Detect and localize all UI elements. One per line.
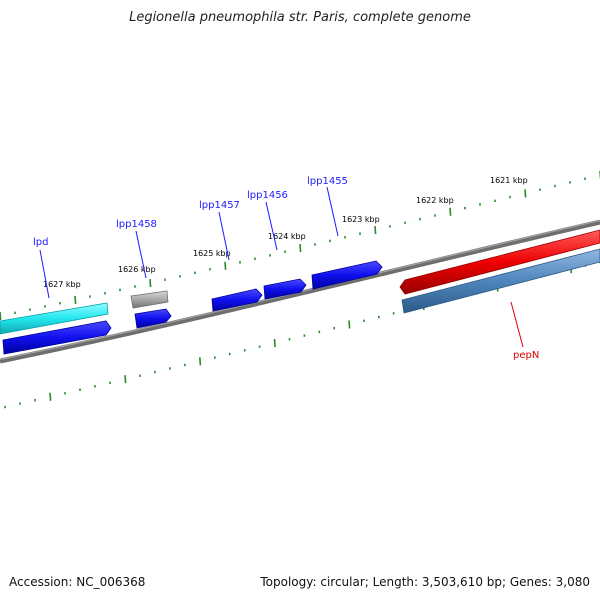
major-tick xyxy=(49,392,52,401)
tick-label-1621: 1621 kbp xyxy=(490,176,528,185)
gene-lpd-arrow[interactable] xyxy=(2,320,112,355)
gene-lpp1456-arrow[interactable] xyxy=(263,278,307,300)
gene-label-lpp1456[interactable]: lpp1456 xyxy=(247,190,288,201)
gene-lpp1455-arrow[interactable] xyxy=(311,260,383,290)
genome-backbone xyxy=(0,219,600,364)
leader-line-pepN xyxy=(510,301,524,348)
tick-label-1623: 1623 kbp xyxy=(342,215,380,224)
major-tick xyxy=(199,357,202,366)
gene-lpp1457-arrow[interactable] xyxy=(211,288,263,312)
genome-summary: Topology: circular; Length: 3,503,610 bp… xyxy=(260,575,590,589)
map-title: Legionella pneumophila str. Paris, compl… xyxy=(129,10,471,25)
accession-label: Accession: xyxy=(9,575,73,589)
major-tick xyxy=(74,295,77,304)
gene-cyan-forward[interactable] xyxy=(0,302,109,335)
major-tick xyxy=(124,375,127,384)
gene-steelblue-reverse[interactable] xyxy=(401,248,600,314)
accession-footer: Accession: NC_006368 xyxy=(9,575,145,589)
gene-pepN-arrow[interactable] xyxy=(399,229,600,295)
major-tick xyxy=(449,207,452,216)
gene-label-lpp1455[interactable]: lpp1455 xyxy=(307,176,348,187)
major-tick xyxy=(299,244,302,253)
tick-label-1622: 1622 kbp xyxy=(416,196,454,205)
leader-line-lpp1456 xyxy=(265,201,278,251)
tick-label-1624: 1624 kbp xyxy=(268,232,306,241)
gene-grey-forward[interactable] xyxy=(130,290,169,309)
major-tick xyxy=(374,226,377,235)
gene-label-pepN[interactable]: pepN xyxy=(513,350,539,361)
leader-line-lpd xyxy=(39,249,50,299)
gene-label-lpp1457[interactable]: lpp1457 xyxy=(199,200,240,211)
gene-label-lpp1458[interactable]: lpp1458 xyxy=(116,219,157,230)
major-tick xyxy=(524,189,527,198)
tick-label-1627: 1627 kbp xyxy=(43,280,81,289)
gene-label-lpd[interactable]: lpd xyxy=(33,237,48,248)
leader-line-lpp1458 xyxy=(135,230,147,279)
gene-lpp1458-arrow[interactable] xyxy=(134,308,172,329)
outer-scale-ticks xyxy=(0,171,600,321)
major-tick xyxy=(224,261,227,270)
leader-line-lpp1457 xyxy=(218,211,230,261)
tick-label-1625: 1625 kbp xyxy=(193,249,231,258)
major-tick xyxy=(348,320,351,329)
major-tick xyxy=(0,311,2,321)
tick-label-1626: 1626 kbp xyxy=(118,265,156,274)
major-tick xyxy=(149,279,152,288)
accession-value: NC_006368 xyxy=(76,575,146,589)
leader-line-lpp1455 xyxy=(326,186,339,237)
major-tick xyxy=(273,338,276,348)
